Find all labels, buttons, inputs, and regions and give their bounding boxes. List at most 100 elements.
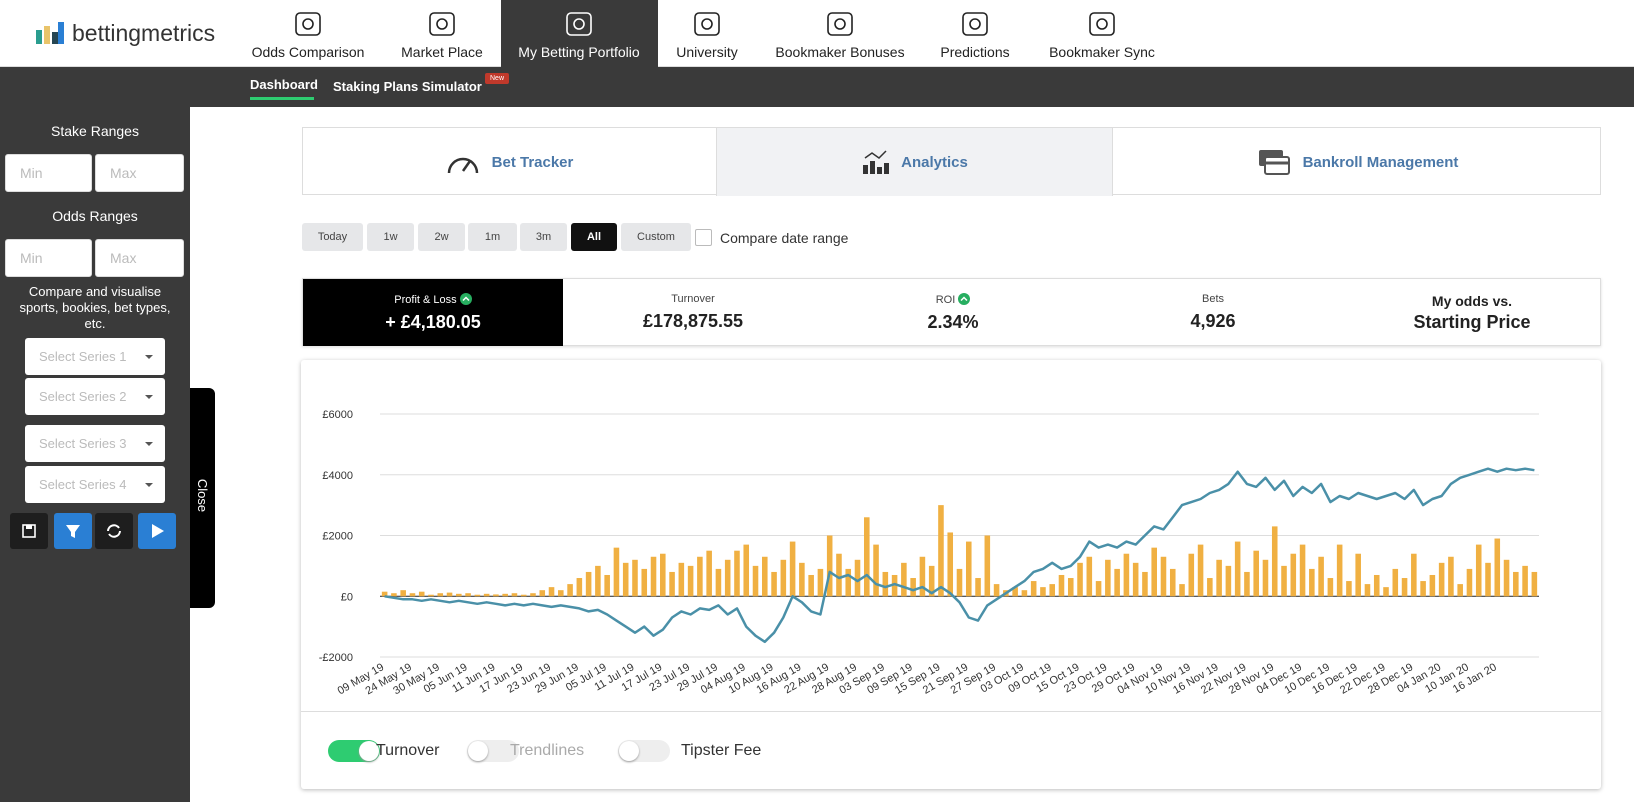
bar xyxy=(1188,553,1195,597)
bar xyxy=(391,593,397,597)
nav-label[interactable]: Odds Comparison xyxy=(251,44,365,60)
stat[interactable]: Bets 4,926 xyxy=(1083,279,1343,346)
checkbox[interactable] xyxy=(695,229,712,246)
tab[interactable]: Bankroll Management xyxy=(1113,128,1602,196)
bar xyxy=(863,517,870,597)
sidebar-description: Compare and visualise sports, bookies, b… xyxy=(19,284,171,331)
bar xyxy=(734,550,740,597)
input[interactable]: Min xyxy=(5,154,92,192)
input[interactable]: Max xyxy=(95,239,184,277)
bar xyxy=(1040,587,1046,597)
nav-label[interactable]: Predictions xyxy=(940,44,1010,60)
sidebar: Stake Ranges Min Max Odds Ranges Min Max… xyxy=(0,107,190,802)
nav-item[interactable]: Market Place xyxy=(367,0,517,67)
bar xyxy=(1105,559,1111,597)
stat[interactable]: Turnover £178,875.55 xyxy=(563,279,823,346)
bar xyxy=(400,590,406,597)
bar xyxy=(660,553,666,597)
date-button[interactable]: 3m xyxy=(520,223,567,251)
nav-active-bg xyxy=(501,0,658,67)
y-tick-label: £4000 xyxy=(322,470,353,482)
nav-icon xyxy=(429,12,455,36)
bar xyxy=(984,535,991,597)
series-select[interactable]: Select Series 1 xyxy=(25,338,165,375)
stat[interactable]: My odds vs. Starting Price xyxy=(1343,279,1601,346)
bar xyxy=(1485,562,1491,597)
series-select[interactable]: Select Series 2 xyxy=(25,378,165,415)
nav-item[interactable]: Bookmaker Sync xyxy=(1027,0,1177,67)
stats-bar: Profit & Loss + £4,180.05 Turnover £178,8… xyxy=(302,278,1601,346)
toggle-switch[interactable] xyxy=(328,740,380,762)
series-select[interactable]: Select Series 3 xyxy=(25,425,165,462)
filter-button[interactable] xyxy=(54,513,92,549)
y-tick-label: £2000 xyxy=(322,531,353,543)
bar xyxy=(613,547,620,597)
close-tab[interactable]: Close xyxy=(190,388,215,608)
nav-item[interactable]: My Betting Portfolio xyxy=(504,0,654,67)
nav-item[interactable]: University xyxy=(632,0,782,67)
series-select[interactable]: Select Series 4 xyxy=(25,466,165,503)
bar xyxy=(530,593,536,597)
nav-item[interactable]: Bookmaker Bonuses xyxy=(765,0,915,67)
input[interactable]: Max xyxy=(95,154,184,192)
tab-label[interactable]: Bankroll Management xyxy=(1302,153,1459,171)
checkbox-label[interactable]: Compare date range xyxy=(720,230,849,246)
nav-label[interactable]: Bookmaker Sync xyxy=(1049,44,1155,60)
bar xyxy=(493,594,499,597)
date-button[interactable]: All xyxy=(571,223,617,251)
nav-item[interactable]: Predictions xyxy=(900,0,1050,67)
toggle-switch[interactable] xyxy=(618,740,670,762)
y-tick-label: £6000 xyxy=(322,409,353,421)
toggle-label[interactable]: Turnover xyxy=(376,742,440,759)
tab-label[interactable]: Bet Tracker xyxy=(491,153,574,171)
date-button[interactable]: Today xyxy=(302,223,363,251)
bar xyxy=(1355,553,1361,597)
stat[interactable]: Profit & Loss + £4,180.05 xyxy=(303,279,563,346)
input[interactable]: Min xyxy=(5,239,92,277)
logo-text[interactable]: bettingmetrics xyxy=(72,20,216,46)
sub-nav-item[interactable]: Dashboard xyxy=(250,77,318,92)
bar xyxy=(1290,553,1297,597)
date-button[interactable]: Custom xyxy=(621,223,691,251)
bar xyxy=(1058,574,1065,597)
nav-label[interactable]: Market Place xyxy=(401,44,483,60)
toggle-label[interactable]: Trendlines xyxy=(510,742,585,759)
date-button[interactable]: 1m xyxy=(468,223,517,251)
bar xyxy=(595,565,601,597)
bar xyxy=(1262,559,1269,597)
tab-label[interactable]: Analytics xyxy=(901,153,968,171)
sub-nav-item[interactable]: Staking Plans Simulator xyxy=(333,79,482,94)
tab[interactable]: Bet Tracker xyxy=(303,128,716,196)
play-button[interactable] xyxy=(138,513,176,549)
refresh-button[interactable] xyxy=(95,513,133,549)
bar xyxy=(1327,578,1334,597)
bar xyxy=(1151,547,1157,597)
tab-bar: Bet Tracker Analytics Bankroll Managemen… xyxy=(302,127,1602,196)
bar xyxy=(1457,584,1463,597)
bar xyxy=(845,568,852,597)
stat-label: ROI xyxy=(935,294,956,306)
bar xyxy=(891,574,898,597)
bar xyxy=(502,593,508,597)
tab[interactable]: Analytics xyxy=(716,128,1113,196)
stat[interactable]: ROI 2.34% xyxy=(823,279,1083,346)
bar xyxy=(1253,550,1259,597)
bar xyxy=(1475,544,1482,597)
toggle-switch[interactable] xyxy=(467,740,519,762)
save-button[interactable] xyxy=(10,513,48,549)
nav-label[interactable]: Bookmaker Bonuses xyxy=(775,44,905,60)
date-button[interactable]: 2w xyxy=(418,223,465,251)
bar xyxy=(1318,556,1324,597)
close-label[interactable]: Close xyxy=(195,478,210,513)
nav-label[interactable]: University xyxy=(676,44,738,60)
sub-nav: Dashboard Staking Plans Simulator New xyxy=(0,67,1634,107)
toggle-label[interactable]: Tipster Fee xyxy=(681,742,762,759)
date-button[interactable]: 1w xyxy=(367,223,414,251)
nav-label[interactable]: My Betting Portfolio xyxy=(518,44,640,60)
bar xyxy=(826,535,833,597)
bar xyxy=(1123,553,1130,597)
nav-item[interactable]: Odds Comparison xyxy=(233,0,383,67)
bar xyxy=(697,556,703,597)
bar xyxy=(1411,553,1417,597)
